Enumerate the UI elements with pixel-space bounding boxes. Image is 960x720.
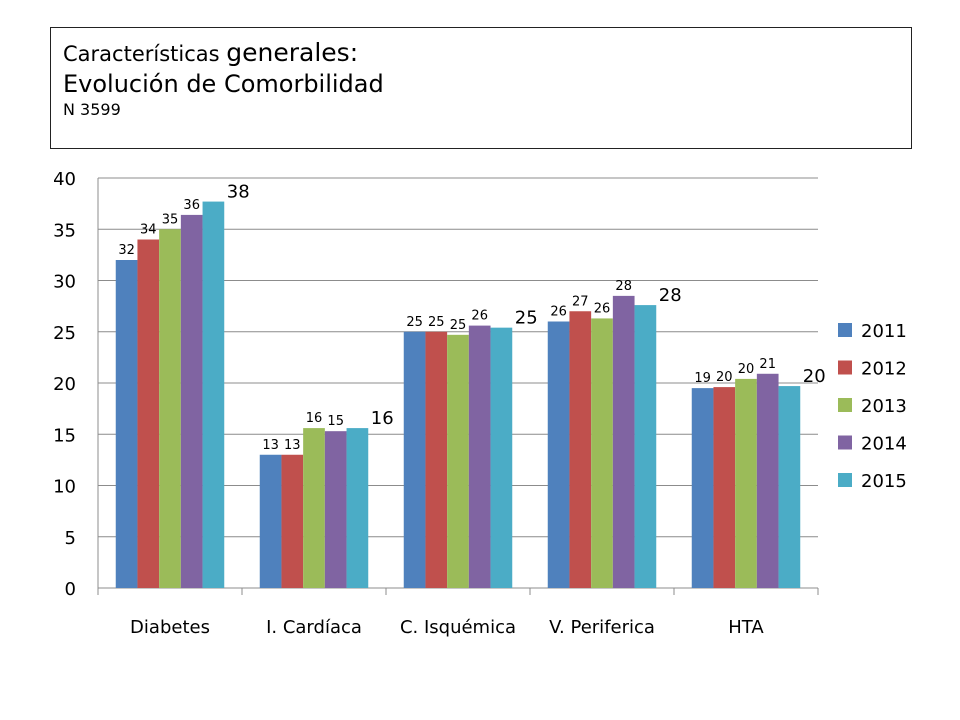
- legend-label: 2011: [861, 321, 907, 342]
- y-tick-label: 15: [53, 425, 76, 446]
- legend-swatch: [838, 398, 852, 412]
- bar-2014: [468, 325, 491, 588]
- data-label: 34: [140, 223, 157, 238]
- y-tick-label: 25: [53, 323, 76, 344]
- data-label: 15: [327, 414, 344, 429]
- legend-label: 2012: [861, 359, 907, 380]
- legend-swatch: [838, 360, 852, 375]
- data-label: 25: [406, 315, 423, 330]
- y-tick-label: 0: [65, 579, 76, 600]
- chart-title: Características generales:: [63, 38, 899, 69]
- x-tick-label: C. Isquémica: [400, 617, 516, 638]
- data-label: 13: [284, 438, 301, 453]
- data-label: 25: [450, 318, 467, 333]
- bar-2011: [403, 331, 426, 588]
- y-tick-label: 10: [53, 477, 76, 498]
- data-label: 16: [371, 408, 394, 429]
- bar-2013: [303, 428, 325, 588]
- x-tick-label: HTA: [728, 617, 764, 638]
- bar-2011: [259, 454, 282, 588]
- title-box: Características generales: Evolución de …: [50, 27, 912, 149]
- bar-2014: [324, 431, 347, 588]
- data-label: 27: [572, 294, 589, 309]
- y-tick-label: 40: [53, 169, 76, 190]
- legend-label: 2014: [861, 434, 907, 455]
- x-tick-label: Diabetes: [130, 617, 210, 638]
- data-label: 20: [803, 366, 826, 387]
- bar-2015: [778, 386, 801, 588]
- bar-2011: [691, 388, 714, 588]
- x-tick-label: I. Cardíaca: [266, 617, 362, 638]
- bar-2011: [115, 260, 138, 588]
- data-label: 28: [659, 285, 682, 306]
- bar-2015: [346, 428, 369, 588]
- data-label: 36: [183, 198, 200, 213]
- data-label: 28: [615, 279, 632, 294]
- legend-swatch: [838, 435, 852, 450]
- y-tick-label: 5: [65, 528, 76, 549]
- data-label: 32: [118, 243, 135, 258]
- legend-swatch: [838, 473, 852, 487]
- data-label: 21: [759, 357, 776, 372]
- data-label: 25: [515, 308, 538, 329]
- x-tick-label: V. Periferica: [549, 617, 655, 638]
- chart-title-part2: generales:: [226, 38, 359, 67]
- legend-swatch: [838, 323, 852, 337]
- chart-title-part1: Características: [63, 42, 220, 66]
- bar-2011: [547, 321, 570, 588]
- bar-2012: [425, 331, 448, 588]
- bar-2013: [591, 318, 613, 588]
- y-tick-label: 20: [53, 374, 76, 395]
- sample-size-label: N 3599: [63, 100, 121, 119]
- bar-2013: [447, 334, 469, 588]
- data-label: 20: [738, 362, 755, 377]
- bar-2015: [634, 305, 657, 588]
- data-label: 16: [306, 411, 323, 426]
- data-label: 19: [694, 371, 711, 386]
- bar-2014: [756, 373, 779, 588]
- data-label: 26: [471, 309, 488, 324]
- bar-2012: [569, 311, 592, 588]
- data-label: 26: [550, 305, 567, 320]
- legend-label: 2015: [861, 471, 907, 492]
- bar-2012: [281, 454, 304, 588]
- bar-2014: [180, 214, 203, 588]
- bar-2015: [490, 327, 513, 588]
- data-label: 25: [428, 315, 445, 330]
- data-label: 35: [162, 212, 179, 227]
- bar-2012: [137, 239, 160, 588]
- chart-subtitle: Evolución de Comorbilidad: [63, 70, 384, 98]
- bar-2012: [713, 387, 736, 588]
- bar-2013: [159, 229, 181, 588]
- data-label: 13: [262, 438, 279, 453]
- data-label: 38: [227, 182, 250, 203]
- y-tick-label: 35: [53, 220, 76, 241]
- y-tick-label: 30: [53, 272, 76, 293]
- legend-label: 2013: [861, 396, 907, 417]
- bar-2015: [202, 201, 225, 588]
- bar-2013: [735, 378, 757, 588]
- data-label: 20: [716, 370, 733, 385]
- bar-2014: [612, 295, 635, 588]
- data-label: 26: [594, 301, 611, 316]
